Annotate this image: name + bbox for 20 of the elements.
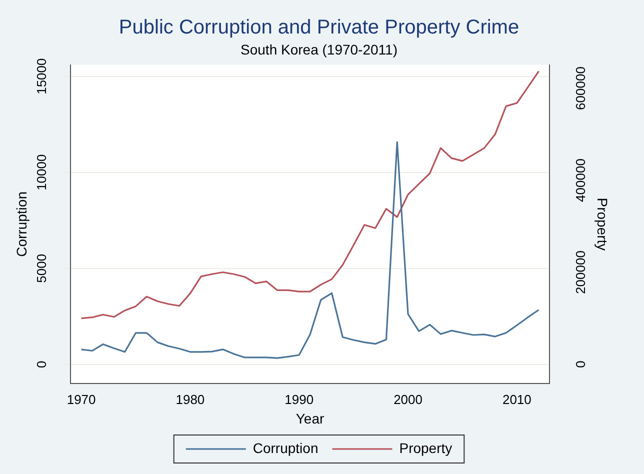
y-axis-title: Corruption [13, 192, 30, 257]
legend-label: Property [399, 440, 452, 456]
chart-title: Public Corruption and Private Property Crime [118, 16, 520, 39]
y2-axis-title: Property [594, 198, 611, 251]
y-tick-label: 5000 [34, 254, 49, 283]
y2-tick-label: 0 [572, 360, 588, 368]
y2-tick-label: 200000 [572, 250, 588, 294]
y-tick-label: 10000 [34, 154, 49, 190]
x-axis-title: Year [296, 410, 324, 426]
x-tick-label: 2010 [502, 392, 532, 407]
chart-subtitle: South Korea (1970-2011) [240, 41, 398, 58]
y-tick-label: 0 [34, 360, 49, 368]
y2-tick-label: 400000 [572, 158, 588, 202]
x-tick-label: 1980 [176, 392, 205, 407]
y-tick-label: 15000 [34, 58, 49, 94]
x-tick-label: 1970 [66, 392, 96, 407]
x-tick-label: 2000 [394, 392, 422, 407]
x-tick-label: 1990 [284, 392, 314, 407]
y2-tick-label: 600000 [572, 66, 588, 110]
legend-label: Corruption [252, 440, 318, 456]
